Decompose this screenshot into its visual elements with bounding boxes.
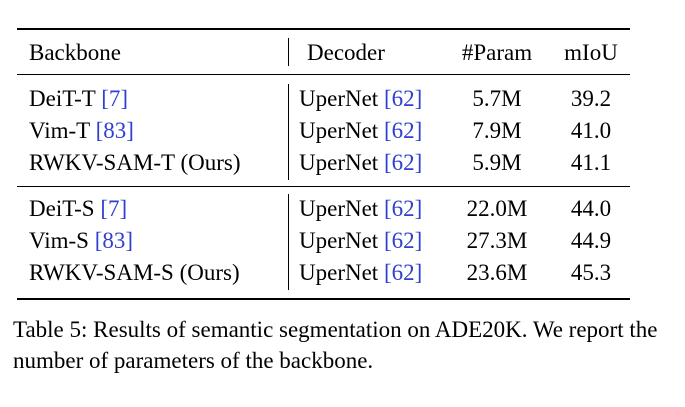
header-backbone: Backbone bbox=[29, 40, 121, 65]
decoder-cell: UperNet [62] bbox=[299, 116, 422, 146]
decoder-name: UperNet bbox=[299, 86, 379, 111]
decoder-citation-link[interactable]: [62] bbox=[383, 150, 423, 175]
param-cell: 22.0M bbox=[466, 196, 528, 221]
miou-cell: 39.2 bbox=[570, 86, 612, 111]
decoder-name: UperNet bbox=[299, 150, 379, 175]
decoder-name: UperNet bbox=[299, 118, 379, 143]
miou-cell: 44.9 bbox=[570, 228, 612, 253]
caption-text: Results of semantic segmentation on ADE2… bbox=[13, 317, 658, 373]
table-caption: Table 5: Results of semantic segmentatio… bbox=[13, 314, 673, 376]
backbone-name: Vim-T bbox=[29, 118, 90, 143]
table-header-rule bbox=[17, 74, 630, 75]
decoder-citation-link[interactable]: [62] bbox=[383, 86, 423, 111]
table-bottom-rule bbox=[17, 298, 630, 300]
table-row: DeiT-T [7] UperNet [62] 5.7M 39.2 bbox=[17, 84, 630, 114]
header-miou: mIoU bbox=[564, 40, 618, 65]
param-cell: 5.9M bbox=[472, 150, 522, 175]
decoder-cell: UperNet [62] bbox=[299, 194, 422, 224]
table-row: Vim-T [83] UperNet [62] 7.9M 41.0 bbox=[17, 116, 630, 146]
backbone-cell: DeiT-S [7] bbox=[29, 194, 127, 224]
decoder-citation-link[interactable]: [62] bbox=[383, 260, 423, 285]
param-cell: 23.6M bbox=[466, 260, 528, 285]
param-cell: 5.7M bbox=[472, 86, 522, 111]
miou-cell: 45.3 bbox=[570, 260, 612, 285]
backbone-name: RWKV-SAM-T (Ours) bbox=[29, 150, 241, 175]
backbone-cell: Vim-T [83] bbox=[29, 116, 134, 146]
decoder-name: UperNet bbox=[299, 196, 379, 221]
group1-column-divider bbox=[288, 84, 289, 180]
header-column-divider bbox=[288, 38, 289, 66]
decoder-name: UperNet bbox=[299, 228, 379, 253]
decoder-citation-link[interactable]: [62] bbox=[383, 196, 423, 221]
table-row: RWKV-SAM-S (Ours) UperNet [62] 23.6M 45.… bbox=[17, 258, 630, 288]
decoder-citation-link[interactable]: [62] bbox=[383, 118, 423, 143]
backbone-name: Vim-S bbox=[29, 228, 89, 253]
caption-label: Table 5: bbox=[13, 317, 88, 342]
header-decoder: Decoder bbox=[307, 40, 385, 65]
table-header-row: Backbone Decoder #Param mIoU bbox=[17, 38, 630, 68]
backbone-name: DeiT-T bbox=[29, 86, 96, 111]
backbone-name: RWKV-SAM-S (Ours) bbox=[29, 260, 240, 285]
miou-cell: 41.0 bbox=[570, 118, 612, 143]
backbone-cell: RWKV-SAM-T (Ours) bbox=[29, 148, 240, 178]
table-row: Vim-S [83] UperNet [62] 27.3M 44.9 bbox=[17, 226, 630, 256]
miou-cell: 44.0 bbox=[570, 196, 612, 221]
decoder-cell: UperNet [62] bbox=[299, 226, 422, 256]
table-group-rule bbox=[17, 186, 630, 187]
header-param: #Param bbox=[461, 40, 533, 65]
decoder-citation-link[interactable]: [62] bbox=[383, 228, 423, 253]
backbone-name: DeiT-S bbox=[29, 196, 95, 221]
backbone-cell: RWKV-SAM-S (Ours) bbox=[29, 258, 240, 288]
table-row: RWKV-SAM-T (Ours) UperNet [62] 5.9M 41.1 bbox=[17, 148, 630, 178]
decoder-cell: UperNet [62] bbox=[299, 258, 422, 288]
group2-column-divider bbox=[288, 194, 289, 290]
decoder-cell: UperNet [62] bbox=[299, 84, 422, 114]
backbone-cell: DeiT-T [7] bbox=[29, 84, 128, 114]
table-top-rule bbox=[17, 28, 630, 30]
decoder-cell: UperNet [62] bbox=[299, 148, 422, 178]
decoder-name: UperNet bbox=[299, 260, 379, 285]
backbone-cell: Vim-S [83] bbox=[29, 226, 133, 256]
param-cell: 27.3M bbox=[466, 228, 528, 253]
backbone-citation-link[interactable]: [7] bbox=[101, 86, 129, 111]
backbone-citation-link[interactable]: [7] bbox=[100, 196, 128, 221]
param-cell: 7.9M bbox=[472, 118, 522, 143]
table-row: DeiT-S [7] UperNet [62] 22.0M 44.0 bbox=[17, 194, 630, 224]
miou-cell: 41.1 bbox=[570, 150, 612, 175]
backbone-citation-link[interactable]: [83] bbox=[95, 118, 134, 143]
backbone-citation-link[interactable]: [83] bbox=[94, 228, 134, 253]
